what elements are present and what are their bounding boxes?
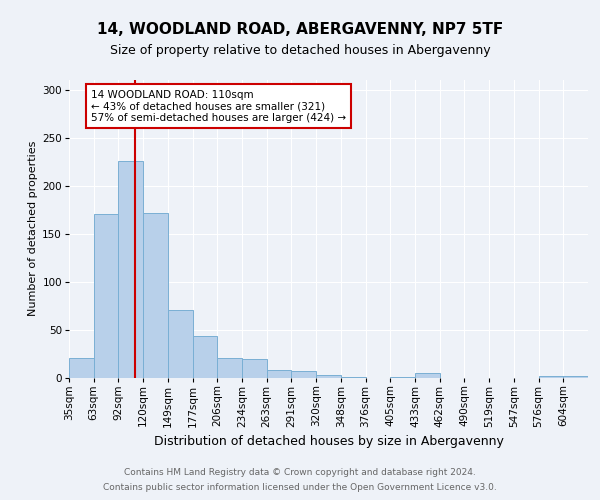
Y-axis label: Number of detached properties: Number of detached properties xyxy=(28,141,38,316)
Bar xyxy=(539,376,563,378)
Text: Contains HM Land Registry data © Crown copyright and database right 2024.: Contains HM Land Registry data © Crown c… xyxy=(124,468,476,477)
Bar xyxy=(415,372,440,378)
Text: Size of property relative to detached houses in Abergavenny: Size of property relative to detached ho… xyxy=(110,44,490,57)
Bar xyxy=(69,358,94,378)
Bar xyxy=(193,336,217,378)
Bar xyxy=(390,376,415,378)
Bar xyxy=(143,214,168,378)
Bar xyxy=(316,374,341,378)
Text: 14, WOODLAND ROAD, ABERGAVENNY, NP7 5TF: 14, WOODLAND ROAD, ABERGAVENNY, NP7 5TF xyxy=(97,22,503,38)
Bar xyxy=(118,160,143,378)
X-axis label: Distribution of detached houses by size in Abergavenny: Distribution of detached houses by size … xyxy=(154,435,503,448)
Bar xyxy=(217,358,242,378)
Text: 14 WOODLAND ROAD: 110sqm
← 43% of detached houses are smaller (321)
57% of semi-: 14 WOODLAND ROAD: 110sqm ← 43% of detach… xyxy=(91,90,346,123)
Text: Contains public sector information licensed under the Open Government Licence v3: Contains public sector information licen… xyxy=(103,483,497,492)
Bar xyxy=(267,370,292,378)
Bar xyxy=(168,310,193,378)
Bar xyxy=(94,214,118,378)
Bar xyxy=(563,376,588,378)
Bar xyxy=(292,371,316,378)
Bar xyxy=(341,376,365,378)
Bar xyxy=(242,360,267,378)
